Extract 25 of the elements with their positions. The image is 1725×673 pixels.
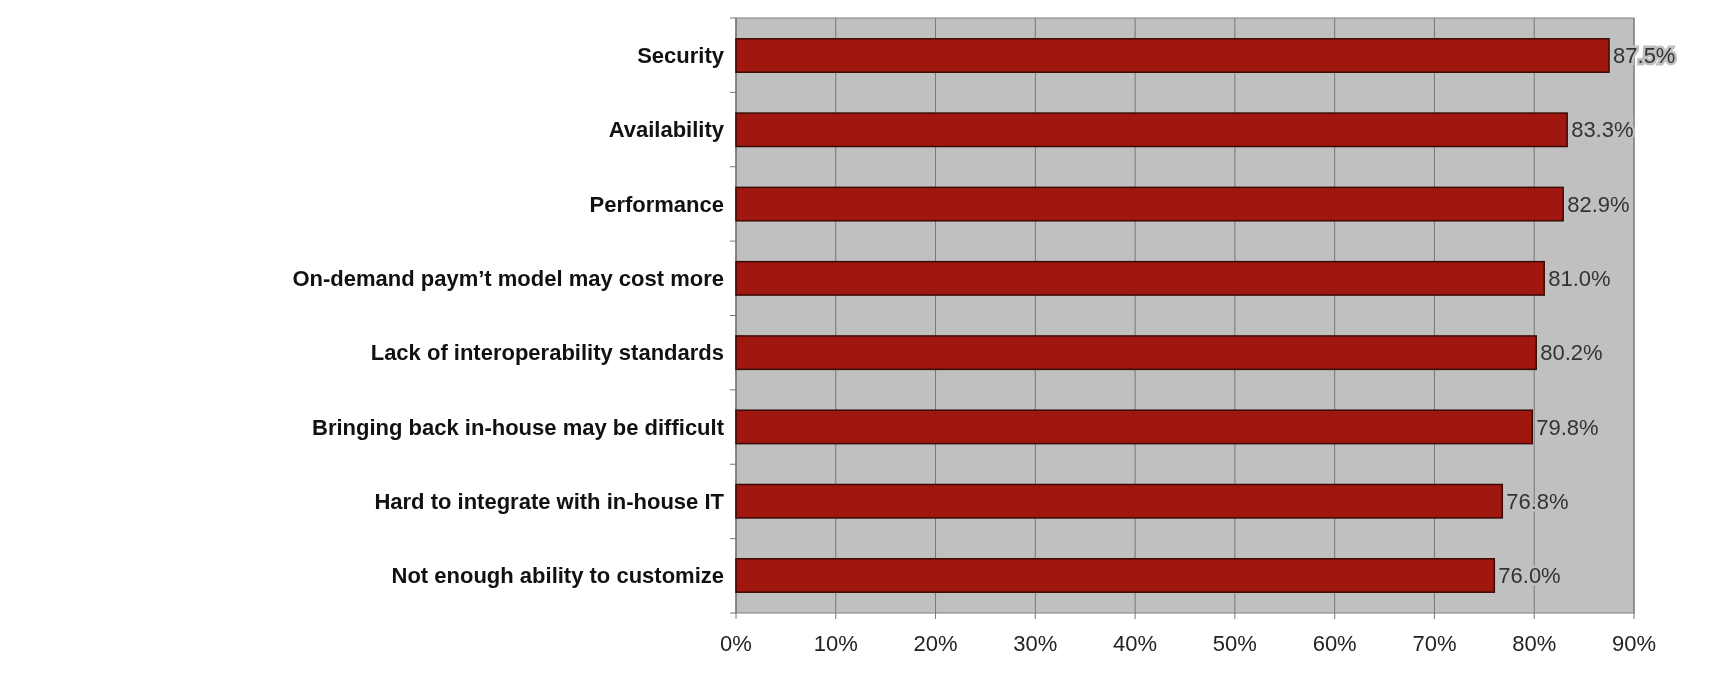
y-tick-label: Lack of interoperability standards xyxy=(370,340,724,366)
data-label: 81.0% xyxy=(1548,266,1611,292)
data-label: 79.8% xyxy=(1536,414,1599,440)
x-tick-label: 60% xyxy=(1312,631,1357,656)
x-tick-label: 70% xyxy=(1412,631,1457,656)
x-tick-label: 30% xyxy=(1013,631,1058,656)
y-tick-label: Security xyxy=(637,43,725,69)
y-tick-label: Bringing back in-house may be difficult xyxy=(312,414,725,440)
data-label: 83.3% xyxy=(1571,117,1634,143)
y-tick-label: Performance xyxy=(589,191,724,217)
x-tick-label: 50% xyxy=(1212,631,1257,656)
data-label: 82.9% xyxy=(1567,191,1630,217)
y-tick-label: Hard to integrate with in-house IT xyxy=(374,488,725,514)
x-tick-label: 10% xyxy=(813,631,858,656)
x-tick-label: 90% xyxy=(1611,631,1657,656)
x-tick-label: 20% xyxy=(913,631,958,656)
data-label: 76.8% xyxy=(1506,488,1569,514)
y-tick-label: Not enough ability to customize xyxy=(391,563,724,589)
x-tick-label: 80% xyxy=(1512,631,1557,656)
x-tick-label: 0% xyxy=(720,631,752,656)
data-label: 76.0% xyxy=(1498,563,1561,589)
y-tick-label: Availability xyxy=(608,117,725,143)
y-tick-label: On-demand paym’t model may cost more xyxy=(292,266,724,292)
data-label: 80.2% xyxy=(1540,340,1603,366)
x-tick-label: 40% xyxy=(1113,631,1158,656)
